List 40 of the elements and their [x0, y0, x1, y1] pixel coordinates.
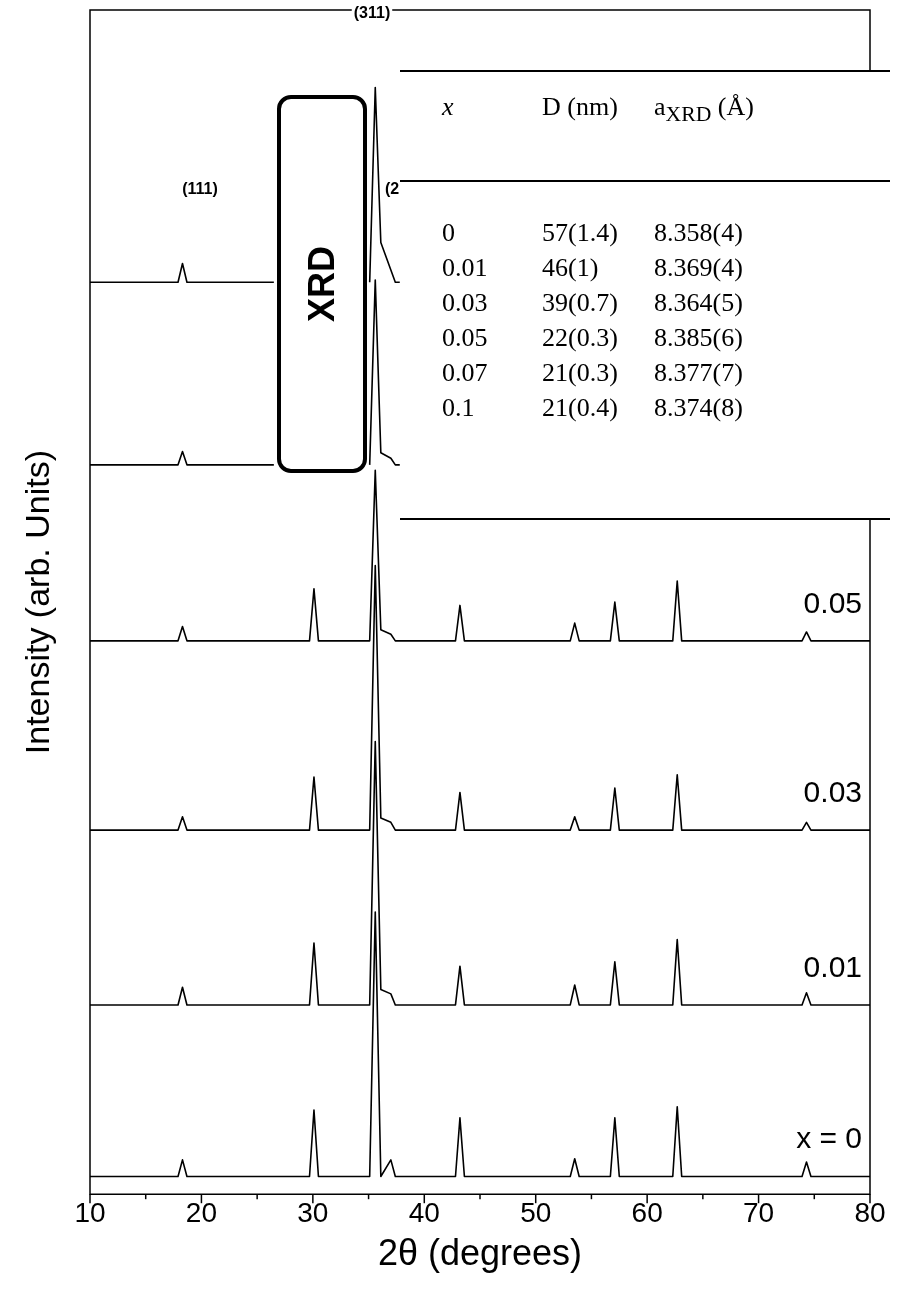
series-label: 0.01: [803, 949, 862, 983]
annotation: (111): [182, 180, 218, 198]
x-tick-label: 40: [408, 1196, 440, 1228]
annotation: XRD: [300, 245, 343, 323]
annotation: 0.01: [441, 253, 489, 284]
x-tick-label: 70: [742, 1196, 775, 1228]
annotation: 21(0.3): [542, 358, 619, 389]
annotation: 8.364(5): [654, 288, 744, 319]
annotation: 21(0.4): [542, 393, 619, 424]
annotation: 8.377(7): [654, 358, 744, 389]
x-axis-title: 2θ (degrees): [377, 1232, 583, 1274]
x-tick-label: 20: [185, 1196, 218, 1228]
annotation: 0.07: [441, 358, 489, 389]
annotation: 39(0.7): [542, 288, 619, 319]
annotation: 0.03: [441, 288, 489, 319]
annotation: a$_{XRD}$ (Å): [654, 92, 755, 128]
rounded-box: XRD: [277, 95, 367, 473]
annotation: D (nm): [542, 92, 619, 122]
x-tick-label: 60: [631, 1196, 663, 1228]
annotation: 46(1): [542, 253, 600, 284]
annotation: 8.374(8): [654, 393, 744, 424]
annotation: 8.358(4): [654, 218, 744, 249]
annotation: 0: [441, 218, 456, 249]
annotation: 57(1.4): [542, 218, 619, 249]
annotation: 8.369(4): [654, 253, 744, 284]
x-tick-label: 80: [854, 1196, 886, 1228]
annotation: x: [440, 92, 455, 122]
series-label: 0.03: [803, 775, 862, 809]
annotation: 0.1: [441, 393, 476, 424]
text: (311): [353, 4, 391, 22]
x-tick-label: 50: [520, 1196, 552, 1228]
annotation: (2: [384, 180, 400, 198]
x-tick-label: 10: [74, 1196, 106, 1228]
annotation: 8.385(6): [654, 323, 744, 354]
series-label: x = 0: [796, 1121, 862, 1155]
annotation: 0.05: [441, 323, 489, 354]
series-label: 0.05: [803, 585, 862, 619]
annotation: 22(0.3): [542, 323, 619, 354]
x-tick-label: 30: [297, 1196, 329, 1228]
y-axis-title: Intensity (arb. Units): [18, 449, 57, 755]
